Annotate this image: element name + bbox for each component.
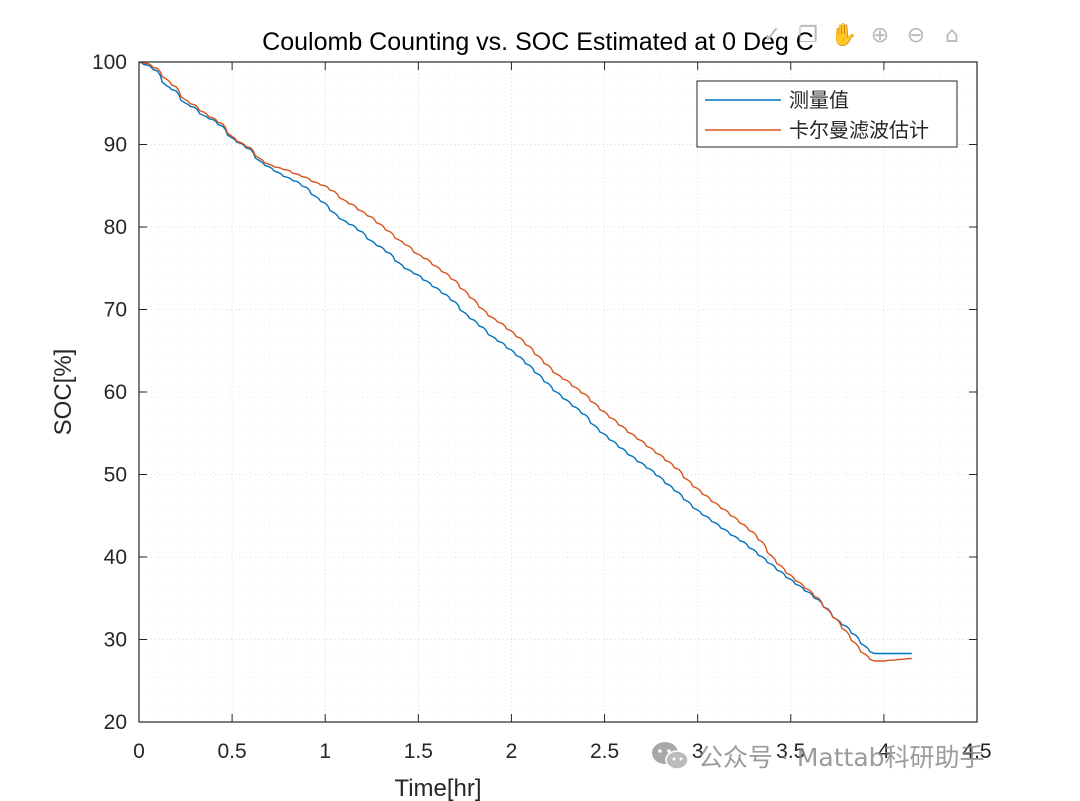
y-tick-labels: 20 30 40 50 60 70 80 90 100 [92, 51, 127, 734]
pan-icon[interactable]: ✋ [830, 23, 858, 48]
legend[interactable]: 测量值 卡尔曼滤波估计 [696, 80, 958, 148]
ticks [138, 61, 978, 723]
x-tick-label: 3.5 [776, 740, 805, 763]
series-group [138, 61, 912, 662]
y-tick-label: 50 [104, 464, 127, 487]
y-tick-label: 90 [104, 134, 127, 157]
x-tick-labels: 0 0.5 1 1.5 2 2.5 3 3.5 4 4.5 [133, 740, 991, 763]
x-tick-label: 1.5 [404, 740, 433, 763]
wechat-icon [652, 742, 689, 770]
x-tick-label: 1 [319, 740, 331, 763]
zoom-out-icon[interactable]: ⊖ [906, 23, 926, 48]
chart-title: Coulomb Counting vs. SOC Estimated at 0 … [262, 28, 814, 56]
legend-box [696, 80, 958, 148]
watermark: 公众号 · Mattab科研助手 [650, 738, 985, 774]
zoom-in-icon[interactable]: ⊕ [870, 23, 890, 48]
x-axis-title: Time[hr] [394, 775, 481, 801]
y-tick-label: 20 [104, 711, 127, 734]
watermark-text: 公众号 · Mattab科研助手 [698, 743, 985, 772]
y-tick-label: 30 [104, 629, 127, 652]
y-tick-label: 80 [104, 216, 127, 239]
datatip-icon[interactable]: ✓ [762, 23, 782, 48]
x-tick-label: 2 [506, 740, 518, 763]
y-tick-label: 40 [104, 546, 127, 569]
series-line-measured[interactable] [138, 61, 912, 655]
brush-icon[interactable]: ❐ [798, 23, 818, 48]
x-tick-label: 4 [878, 740, 890, 763]
y-tick-label: 60 [104, 381, 127, 404]
x-tick-label: 0.5 [218, 740, 247, 763]
x-tick-label: 2.5 [590, 740, 619, 763]
legend-label-measured: 测量值 [789, 88, 849, 112]
x-tick-label: 0 [133, 740, 145, 763]
series-line-kalman[interactable] [138, 61, 912, 662]
grid [138, 61, 978, 723]
legend-label-kalman: 卡尔曼滤波估计 [789, 118, 929, 142]
y-tick-label: 100 [92, 51, 127, 74]
x-tick-label: 4.5 [962, 740, 991, 763]
axes-toolbar: ✓ ❐ ✋ ⊕ ⊖ ⌂ [758, 22, 966, 50]
y-axis-title: SOC[%] [50, 349, 77, 436]
x-tick-label: 3 [692, 740, 704, 763]
home-icon[interactable]: ⌂ [945, 23, 959, 48]
y-tick-label: 70 [104, 299, 127, 322]
